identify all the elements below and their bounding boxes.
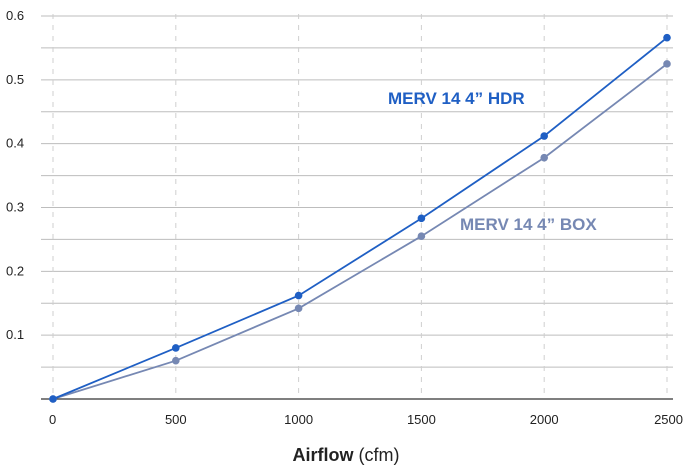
series-label-box: MERV 14 4” BOX: [460, 215, 597, 234]
series-line: [52, 36, 668, 400]
y-tick-label: 0.2: [6, 263, 24, 278]
series-labels: MERV 14 4” HDR MERV 14 4” BOX: [388, 89, 597, 234]
series-lines: [49, 33, 671, 403]
x-tick-labels: 0 500 1000 1500 2000 2500: [49, 412, 683, 427]
data-point: [663, 33, 671, 42]
series-line: [52, 63, 668, 400]
x-axis-title: Airflow (cfm): [293, 445, 400, 465]
y-tick-labels: 0.1 0.2 0.3 0.4 0.5 0.6: [6, 8, 24, 342]
data-point: [540, 153, 548, 162]
y-tick-label: 0.3: [6, 200, 24, 215]
data-point: [663, 60, 671, 68]
x-tick-label: 500: [165, 412, 187, 427]
y-tick-label: 0.4: [6, 136, 24, 151]
x-tick-label: 1000: [284, 412, 313, 427]
data-point: [294, 291, 303, 300]
data-point: [294, 304, 303, 313]
data-point: [540, 132, 548, 140]
grid-lines: [41, 14, 673, 399]
data-point: [49, 395, 57, 403]
y-tick-label: 0.1: [6, 327, 24, 342]
series-label-hdr: MERV 14 4” HDR: [388, 89, 525, 108]
x-tick-label: 2000: [530, 412, 559, 427]
y-tick-label: 0.6: [6, 8, 24, 23]
y-tick-label: 0.5: [6, 72, 24, 87]
data-point: [417, 214, 426, 223]
x-tick-label: 2500: [654, 412, 683, 427]
data-point: [172, 356, 180, 365]
data-point: [417, 232, 426, 241]
x-tick-label: 1500: [407, 412, 436, 427]
x-tick-label: 0: [49, 412, 56, 427]
data-point: [172, 344, 180, 352]
